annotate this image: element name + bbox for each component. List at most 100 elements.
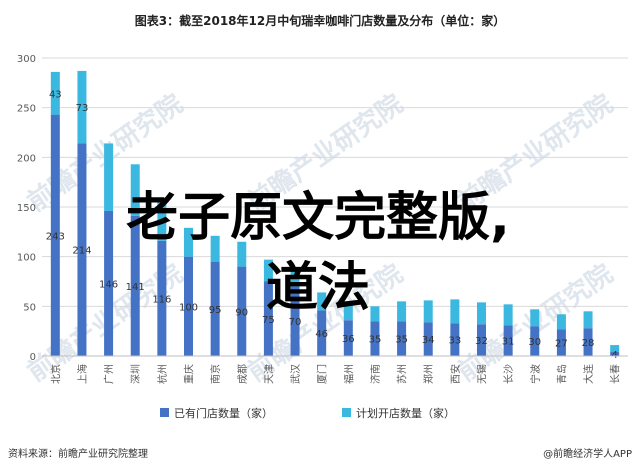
y-tick-label: 300 bbox=[17, 54, 36, 65]
bar-planned bbox=[184, 227, 193, 257]
bar-planned bbox=[157, 201, 167, 241]
y-axis: 0 50 100 150 200 250 300 bbox=[17, 54, 36, 363]
bar-planned bbox=[450, 299, 460, 324]
bar-existing bbox=[397, 321, 407, 356]
y-tick-label: 200 bbox=[17, 153, 36, 164]
data-label-existing: 33 bbox=[448, 336, 461, 347]
y-tick-label: 50 bbox=[23, 302, 36, 313]
bar-planned bbox=[317, 292, 327, 311]
data-label-existing: 146 bbox=[99, 279, 118, 290]
bar-existing bbox=[503, 325, 513, 356]
bar-existing bbox=[423, 322, 433, 356]
category-label: 上海 bbox=[76, 364, 89, 384]
bar-planned bbox=[263, 259, 273, 282]
bar-planned bbox=[370, 306, 380, 322]
bar-planned bbox=[104, 143, 114, 211]
category-label: 北京 bbox=[49, 364, 62, 384]
y-tick-label: 0 bbox=[30, 352, 36, 363]
bar-planned bbox=[530, 309, 540, 327]
category-label: 南京 bbox=[209, 364, 222, 384]
category-label: 宁波 bbox=[529, 364, 542, 384]
bar-planned bbox=[237, 241, 247, 267]
legend-label: 已有门店数量（家） bbox=[174, 406, 273, 420]
data-label-existing: 100 bbox=[179, 302, 198, 313]
category-label: 西安 bbox=[449, 364, 462, 384]
category-label: 苏州 bbox=[396, 364, 409, 384]
data-label-existing: 70 bbox=[289, 317, 302, 328]
data-label-existing: 116 bbox=[152, 294, 171, 305]
legend: 已有门店数量（家） 计划开店数量（家） bbox=[160, 406, 455, 420]
category-label: 长春 bbox=[610, 364, 622, 384]
category-label: 福州 bbox=[342, 364, 355, 384]
x-axis: 北京 上海 广州 深圳 杭州 重庆 南京 成都 天津 武汉 厦门 福州 济南 苏州 郑州 西安 无锡 长沙 宁波 青岛… bbox=[42, 355, 628, 384]
bar-existing bbox=[343, 320, 353, 356]
data-label-existing: 30 bbox=[528, 337, 541, 348]
y-tick-label: 150 bbox=[17, 203, 36, 214]
bar-planned bbox=[556, 314, 566, 330]
bar-existing bbox=[210, 261, 220, 356]
bar-planned bbox=[130, 164, 140, 216]
bar-planned bbox=[343, 304, 353, 321]
bar-existing bbox=[157, 240, 167, 356]
bar-planned bbox=[583, 311, 593, 329]
category-label: 天津 bbox=[263, 364, 275, 384]
category-label: 广州 bbox=[104, 364, 116, 384]
data-label-existing: 243 bbox=[46, 231, 65, 242]
bar-existing bbox=[290, 286, 300, 356]
category-label: 深圳 bbox=[130, 364, 142, 384]
bar-existing bbox=[530, 326, 540, 356]
source-note: 资料来源：前瞻产业研究院整理 bbox=[8, 447, 148, 460]
source-brand: @前瞻经济学人APP bbox=[543, 447, 632, 460]
bar-existing bbox=[610, 352, 620, 356]
bar-existing bbox=[583, 328, 593, 356]
category-label: 成都 bbox=[237, 364, 249, 384]
legend-label: 计划开店数量（家） bbox=[356, 406, 455, 420]
data-label-existing: 34 bbox=[422, 335, 435, 346]
bar-existing bbox=[50, 114, 60, 357]
data-label-existing: 90 bbox=[235, 307, 248, 318]
bar-planned bbox=[423, 300, 433, 323]
data-label-existing: 214 bbox=[72, 246, 91, 257]
bar-existing bbox=[104, 210, 114, 356]
data-label-existing: 35 bbox=[369, 335, 382, 346]
bar-existing bbox=[450, 323, 460, 356]
bar-planned bbox=[77, 70, 87, 144]
bar-planned bbox=[290, 267, 300, 287]
data-label-planned: 43 bbox=[49, 89, 62, 100]
chart-title: 图表3：截至2018年12月中旬瑞幸咖啡门店数量及分布（单位：家） bbox=[135, 13, 505, 28]
category-label: 大连 bbox=[582, 364, 595, 384]
category-label: 长沙 bbox=[503, 364, 515, 384]
bar-existing bbox=[317, 310, 327, 356]
data-label-planned: 73 bbox=[76, 103, 89, 114]
category-label: 济南 bbox=[369, 364, 382, 384]
bar-existing bbox=[556, 329, 566, 356]
bar-existing bbox=[370, 321, 380, 356]
bar-existing bbox=[184, 256, 193, 356]
data-label-existing: 46 bbox=[315, 329, 328, 340]
data-label-existing: 35 bbox=[395, 335, 408, 346]
bar-existing bbox=[237, 266, 247, 356]
category-label: 无锡 bbox=[476, 364, 489, 384]
category-label: 厦门 bbox=[316, 364, 329, 384]
data-label-existing: 75 bbox=[262, 315, 275, 326]
category-label: 郑州 bbox=[422, 364, 435, 384]
legend-swatch bbox=[160, 408, 169, 417]
overlay-text-line-1: 老子原文完整版, bbox=[126, 188, 510, 248]
bar-planned bbox=[477, 302, 486, 325]
bar-planned bbox=[503, 304, 513, 326]
data-label-existing: 141 bbox=[126, 282, 145, 293]
category-label: 杭州 bbox=[156, 364, 169, 384]
overlay-text-line-2: 道法 bbox=[266, 258, 370, 318]
bar-existing bbox=[477, 324, 486, 356]
bars-layer: 243 43 214 73 146 141 116 100 95 90 75 70 46 36 35 35 34… bbox=[46, 70, 620, 361]
bar-existing bbox=[130, 215, 140, 356]
data-label-existing: 31 bbox=[502, 337, 515, 348]
y-tick-label: 100 bbox=[17, 253, 36, 264]
data-label-existing: 27 bbox=[555, 339, 568, 350]
bar-planned bbox=[397, 301, 407, 322]
bar-planned bbox=[50, 71, 60, 115]
bar-existing bbox=[77, 143, 87, 356]
data-label-existing: 36 bbox=[342, 334, 355, 345]
